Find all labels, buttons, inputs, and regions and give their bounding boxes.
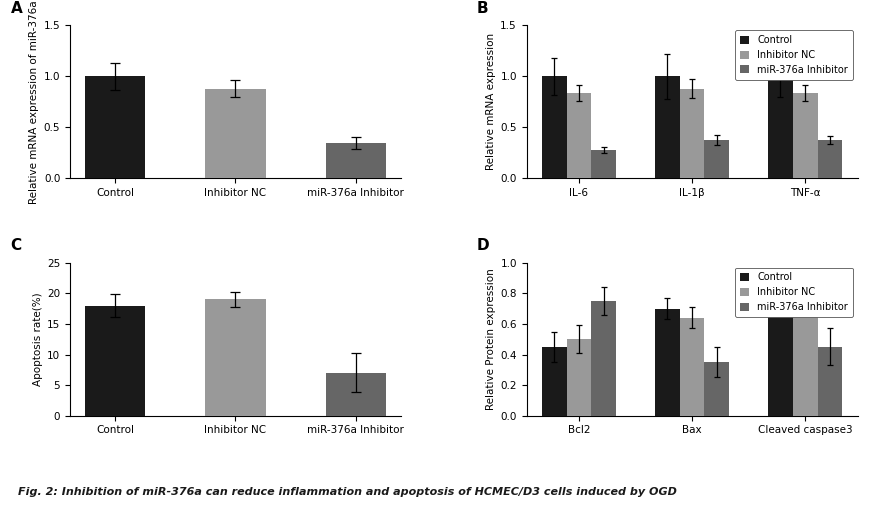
Bar [817, 139, 843, 178]
Y-axis label: Apoptosis rate(%): Apoptosis rate(%) [33, 293, 43, 386]
Bar [654, 77, 680, 178]
Text: B: B [477, 1, 488, 16]
Bar [85, 77, 145, 178]
Bar [768, 77, 793, 178]
Text: A: A [10, 1, 22, 16]
Bar [566, 93, 592, 178]
Bar [566, 339, 592, 416]
Text: C: C [10, 238, 22, 254]
Y-axis label: Relative mRNA expression: Relative mRNA expression [487, 33, 496, 170]
Bar [326, 143, 386, 178]
Bar [326, 373, 386, 416]
Bar [680, 89, 704, 178]
Bar [654, 309, 680, 416]
Bar [206, 300, 265, 416]
Y-axis label: Relative Protein expression: Relative Protein expression [487, 268, 496, 410]
Legend: Control, Inhibitor NC, miR-376a Inhibitor: Control, Inhibitor NC, miR-376a Inhibito… [735, 268, 852, 317]
Bar [85, 306, 145, 416]
Text: D: D [477, 238, 490, 254]
Bar [793, 301, 817, 416]
Legend: Control, Inhibitor NC, miR-376a Inhibitor: Control, Inhibitor NC, miR-376a Inhibito… [735, 30, 852, 80]
Bar [704, 362, 730, 416]
Bar [793, 93, 817, 178]
Bar [680, 318, 704, 416]
Bar [592, 301, 616, 416]
Bar [542, 347, 566, 416]
Bar [768, 293, 793, 416]
Bar [704, 139, 730, 178]
Bar [542, 77, 566, 178]
Bar [817, 347, 843, 416]
Bar [592, 150, 616, 178]
Bar [206, 89, 265, 178]
Text: Fig. 2: Inhibition of miR-376a can reduce inflammation and apoptosis of HCMEC/D3: Fig. 2: Inhibition of miR-376a can reduc… [18, 487, 676, 497]
Y-axis label: Relative mRNA expression of miR-376a: Relative mRNA expression of miR-376a [30, 0, 39, 204]
